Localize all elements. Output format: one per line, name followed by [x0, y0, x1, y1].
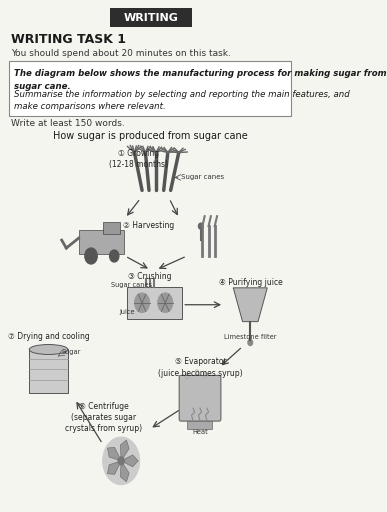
Text: Limestone filter: Limestone filter: [224, 334, 277, 339]
Text: ① Growing
(12-18 months): ① Growing (12-18 months): [110, 148, 168, 168]
Polygon shape: [120, 461, 129, 482]
Circle shape: [110, 250, 119, 262]
Circle shape: [248, 339, 253, 346]
Text: ⑦ Drying and cooling: ⑦ Drying and cooling: [9, 332, 90, 341]
FancyBboxPatch shape: [110, 8, 192, 27]
Text: WRITING: WRITING: [123, 13, 178, 24]
Text: How sugar is produced from sugar cane: How sugar is produced from sugar cane: [53, 131, 248, 141]
Polygon shape: [108, 461, 121, 475]
Text: Sugar canes: Sugar canes: [111, 282, 152, 288]
Text: Summarise the information by selecting and reporting the main features, and
make: Summarise the information by selecting a…: [14, 90, 349, 112]
Text: ② Harvesting: ② Harvesting: [123, 221, 174, 230]
Text: ③ Crushing: ③ Crushing: [128, 272, 171, 282]
Text: Sugar: Sugar: [62, 350, 81, 355]
Circle shape: [199, 223, 203, 229]
Text: Sugar canes: Sugar canes: [182, 175, 224, 180]
Text: You should spend about 20 minutes on this task.: You should spend about 20 minutes on thi…: [11, 49, 231, 58]
Circle shape: [118, 457, 124, 465]
Text: ④ Purifying juice: ④ Purifying juice: [219, 279, 283, 287]
Text: WRITING TASK 1: WRITING TASK 1: [11, 33, 126, 46]
Ellipse shape: [29, 345, 68, 354]
Polygon shape: [121, 455, 138, 467]
Text: The diagram below shows the manufacturing process for making sugar from
sugar ca: The diagram below shows the manufacturin…: [14, 69, 386, 91]
FancyBboxPatch shape: [127, 287, 182, 318]
FancyBboxPatch shape: [187, 421, 212, 429]
Polygon shape: [120, 440, 129, 461]
FancyBboxPatch shape: [79, 230, 123, 254]
Text: Heat: Heat: [192, 429, 208, 435]
Circle shape: [134, 293, 150, 313]
Circle shape: [103, 437, 140, 485]
FancyBboxPatch shape: [29, 350, 68, 393]
Text: ⑤ Evaporator
(juice becomes syrup): ⑤ Evaporator (juice becomes syrup): [159, 357, 243, 377]
Polygon shape: [233, 288, 267, 322]
Text: Juice: Juice: [120, 309, 135, 315]
Circle shape: [85, 248, 97, 264]
Text: Write at least 150 words.: Write at least 150 words.: [11, 119, 124, 128]
Polygon shape: [108, 447, 121, 461]
Text: ⑥ Centrifuge
(separates sugar
crystals from syrup): ⑥ Centrifuge (separates sugar crystals f…: [65, 402, 142, 433]
Circle shape: [158, 293, 173, 313]
FancyBboxPatch shape: [179, 375, 221, 421]
FancyBboxPatch shape: [103, 222, 120, 234]
FancyBboxPatch shape: [9, 61, 291, 116]
